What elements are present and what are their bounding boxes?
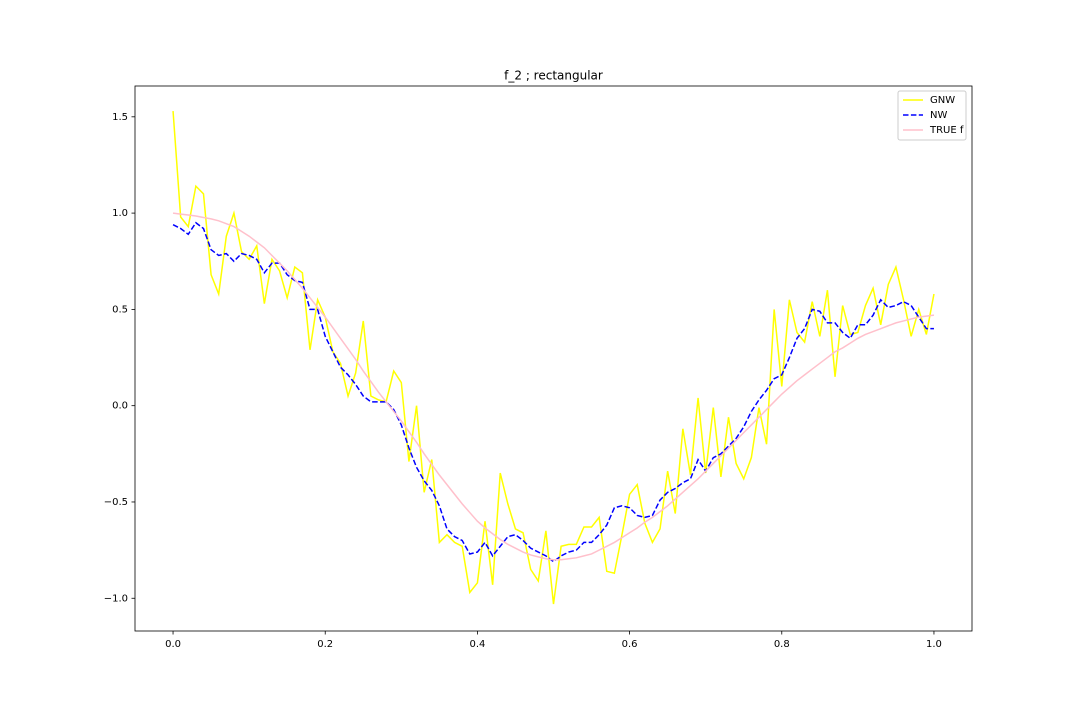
x-tick-label: 0.6 bbox=[622, 639, 638, 650]
y-tick-label: −0.5 bbox=[104, 497, 128, 508]
series-line bbox=[172, 212, 935, 561]
y-tick-label: 1.5 bbox=[112, 112, 128, 123]
y-tick-label: 1.0 bbox=[112, 208, 128, 219]
series-line bbox=[172, 110, 935, 605]
legend-label: GNW bbox=[930, 95, 955, 106]
x-tick-label: 0.4 bbox=[469, 639, 485, 650]
x-tick-label: 0.8 bbox=[774, 639, 790, 650]
y-tick-label: −1.0 bbox=[104, 593, 128, 604]
legend-box bbox=[897, 90, 967, 141]
x-tick-label: 1.0 bbox=[926, 639, 942, 650]
y-tick-label: 0.5 bbox=[112, 304, 128, 315]
legend-label: TRUE f bbox=[929, 125, 964, 136]
x-tick-label: 0.0 bbox=[165, 639, 181, 650]
chart-title: f_2 ; rectangular bbox=[504, 69, 603, 83]
series-line bbox=[172, 221, 934, 563]
legend-label: NW bbox=[930, 110, 947, 121]
x-tick-label: 0.2 bbox=[317, 639, 333, 650]
axes-frame bbox=[134, 85, 973, 632]
y-tick-label: 0.0 bbox=[112, 401, 128, 412]
